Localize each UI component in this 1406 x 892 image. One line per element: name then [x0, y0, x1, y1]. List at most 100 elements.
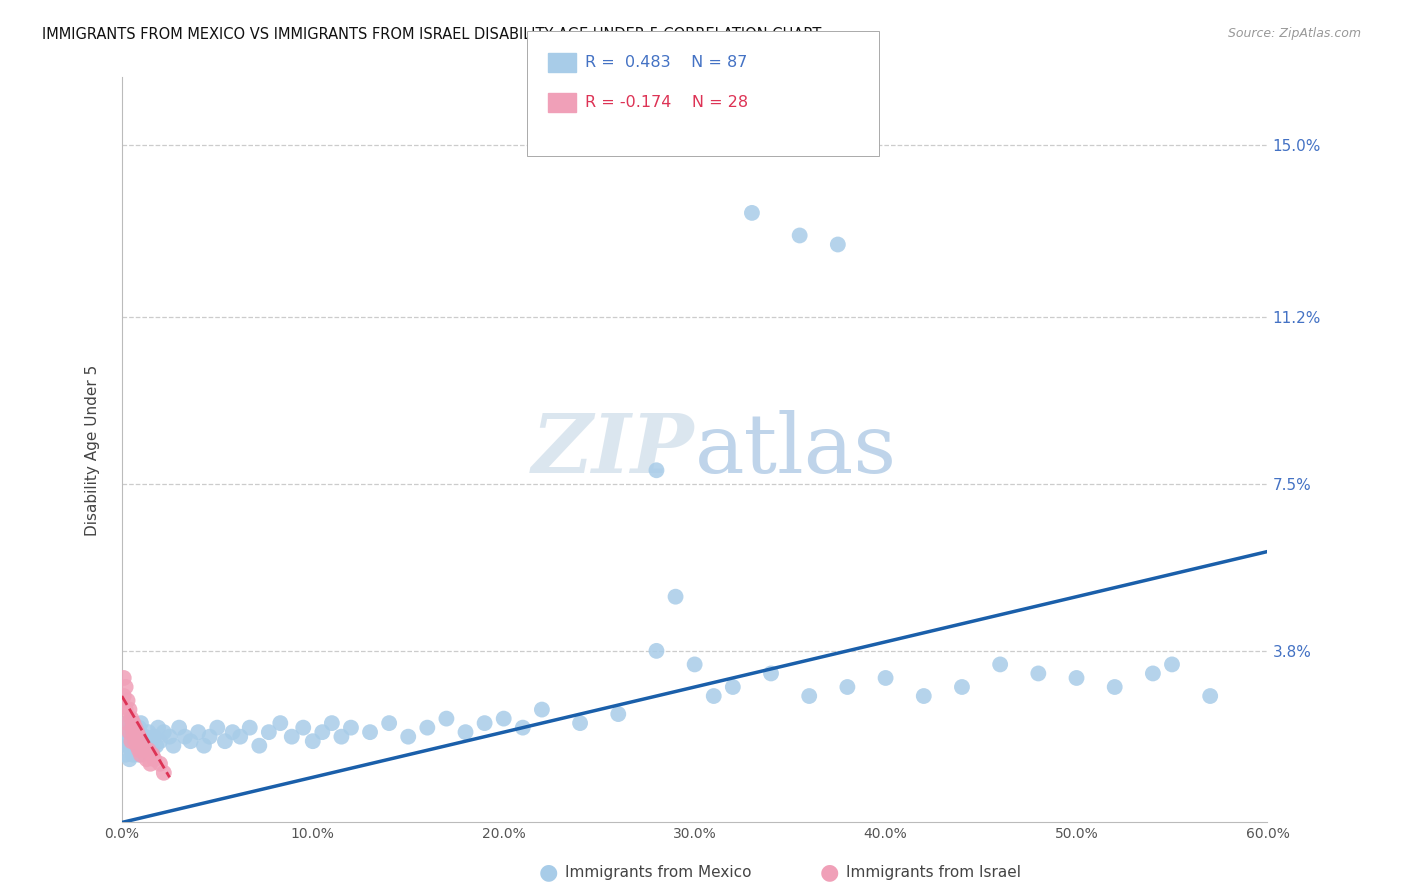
- Point: [127, 743, 149, 757]
- Point: [141, 747, 163, 762]
- Point: [128, 730, 150, 744]
- Point: [837, 680, 859, 694]
- Point: [122, 747, 145, 762]
- Point: [474, 716, 496, 731]
- Point: [112, 734, 135, 748]
- Point: [159, 730, 181, 744]
- Point: [664, 590, 686, 604]
- Point: [207, 721, 229, 735]
- Point: [759, 666, 782, 681]
- Point: [173, 730, 195, 744]
- Point: [153, 725, 176, 739]
- Text: Source: ZipAtlas.com: Source: ZipAtlas.com: [1227, 27, 1361, 40]
- Text: ZIP: ZIP: [531, 410, 695, 490]
- Point: [875, 671, 897, 685]
- Point: [281, 730, 304, 744]
- Text: R =  0.483    N = 87: R = 0.483 N = 87: [585, 55, 747, 70]
- Text: atlas: atlas: [695, 410, 897, 490]
- Text: ●: ●: [820, 863, 839, 882]
- Point: [396, 730, 419, 744]
- Text: IMMIGRANTS FROM MEXICO VS IMMIGRANTS FROM ISRAEL DISABILITY AGE UNDER 5 CORRELAT: IMMIGRANTS FROM MEXICO VS IMMIGRANTS FRO…: [42, 27, 821, 42]
- Point: [117, 739, 139, 753]
- Point: [789, 228, 811, 243]
- Point: [118, 752, 141, 766]
- Point: [114, 725, 136, 739]
- Point: [122, 716, 145, 731]
- Point: [118, 702, 141, 716]
- Point: [141, 743, 163, 757]
- Point: [122, 725, 145, 739]
- Point: [162, 739, 184, 753]
- Point: [134, 743, 156, 757]
- Point: [127, 725, 149, 739]
- Point: [118, 725, 141, 739]
- Text: ●: ●: [538, 863, 558, 882]
- Point: [112, 689, 135, 703]
- Point: [114, 702, 136, 716]
- Point: [512, 721, 534, 735]
- Point: [301, 734, 323, 748]
- Point: [221, 725, 243, 739]
- Point: [132, 739, 155, 753]
- Point: [124, 739, 146, 753]
- Point: [569, 716, 592, 731]
- Point: [378, 716, 401, 731]
- Point: [269, 716, 291, 731]
- Point: [149, 734, 172, 748]
- Point: [124, 734, 146, 748]
- Point: [120, 734, 142, 748]
- Point: [120, 721, 142, 735]
- Point: [198, 730, 221, 744]
- Point: [1066, 671, 1088, 685]
- Point: [645, 644, 668, 658]
- Point: [124, 721, 146, 735]
- Point: [134, 730, 156, 744]
- Point: [607, 707, 630, 722]
- Point: [1142, 666, 1164, 681]
- Point: [229, 730, 252, 744]
- Point: [117, 693, 139, 707]
- Point: [311, 725, 333, 739]
- Point: [114, 680, 136, 694]
- Point: [128, 747, 150, 762]
- Point: [127, 739, 149, 753]
- Point: [128, 721, 150, 735]
- Point: [120, 743, 142, 757]
- Point: [530, 702, 553, 716]
- Point: [912, 689, 935, 703]
- Point: [1028, 666, 1050, 681]
- Point: [117, 716, 139, 731]
- Point: [118, 730, 141, 744]
- Point: [167, 721, 190, 735]
- Point: [146, 721, 169, 735]
- Y-axis label: Disability Age Under 5: Disability Age Under 5: [86, 364, 100, 535]
- Point: [247, 739, 270, 753]
- Point: [257, 725, 280, 739]
- Point: [1161, 657, 1184, 672]
- Point: [683, 657, 706, 672]
- Point: [180, 734, 202, 748]
- Point: [645, 463, 668, 477]
- Point: [135, 752, 157, 766]
- Point: [132, 743, 155, 757]
- Point: [117, 716, 139, 731]
- Point: [153, 765, 176, 780]
- Point: [139, 756, 162, 771]
- Point: [330, 730, 353, 744]
- Point: [112, 671, 135, 685]
- Point: [340, 721, 363, 735]
- Point: [827, 237, 849, 252]
- Point: [143, 730, 166, 744]
- Point: [129, 716, 152, 731]
- Point: [143, 752, 166, 766]
- Point: [292, 721, 315, 735]
- Point: [988, 657, 1011, 672]
- Point: [321, 716, 343, 731]
- Text: R = -0.174    N = 28: R = -0.174 N = 28: [585, 95, 748, 110]
- Point: [799, 689, 821, 703]
- Point: [741, 206, 763, 220]
- Point: [127, 730, 149, 744]
- Text: Immigrants from Mexico: Immigrants from Mexico: [565, 865, 752, 880]
- Point: [129, 747, 152, 762]
- Point: [114, 747, 136, 762]
